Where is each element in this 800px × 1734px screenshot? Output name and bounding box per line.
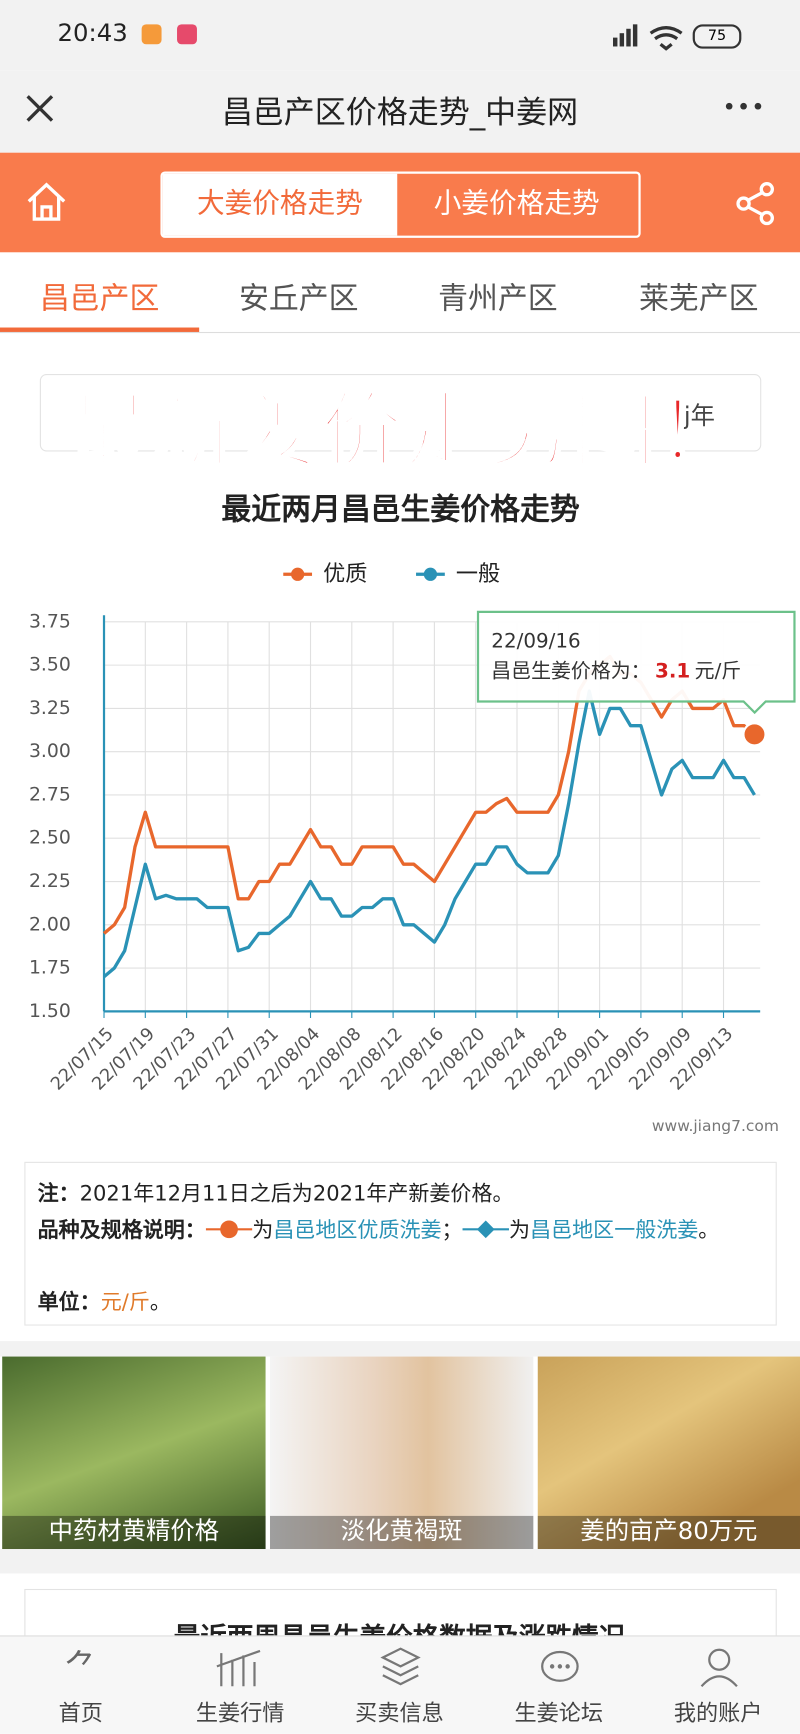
note-text: 昌邑地区优质洗姜 [273, 1218, 442, 1243]
footer-tab[interactable]: 生姜论坛 [514, 1699, 604, 1727]
y-tick-label: 2.25 [29, 871, 71, 892]
chart-title: 最近两月昌邑生姜价格走势 [221, 493, 579, 528]
tooltip-box [476, 610, 796, 715]
footer-tab[interactable]: 买卖信息 [355, 1699, 444, 1727]
note-text: 元/斤 [100, 1290, 150, 1315]
note-label: 品种及规格说明： [37, 1218, 206, 1243]
y-tick-label: 2.50 [29, 828, 71, 849]
nav-bar [0, 70, 800, 153]
tooltip-value: 3.1 [655, 659, 690, 682]
series-line [102, 689, 756, 978]
legend-label: 一般 [456, 561, 500, 587]
region-tab[interactable]: 青州产区 [438, 282, 558, 317]
tooltip-prefix: 昌邑生姜价格为： [491, 659, 650, 682]
app-icon [177, 24, 197, 45]
legend-marker [291, 567, 305, 581]
y-tick-label: 3.75 [29, 611, 71, 632]
note-text: 为 [252, 1218, 274, 1243]
note-text: 。 [149, 1290, 171, 1315]
note-line: 单位：元/斤。 [38, 1286, 171, 1316]
footer-tab[interactable]: 我的账户 [673, 1699, 763, 1727]
date-selector[interactable] [39, 373, 762, 452]
y-tick-label: 3.00 [29, 741, 71, 762]
toggle [160, 171, 641, 238]
legend-sample [462, 1220, 510, 1239]
region-tabs [0, 252, 800, 334]
legend-label: 优质 [323, 561, 367, 587]
home-button[interactable] [24, 179, 68, 223]
home-icon: ⺈ [64, 1647, 97, 1686]
note-line: 注：2021年12月11日之后为2021年产新姜价格。 [38, 1177, 514, 1207]
tooltip-unit: 元/斤 [695, 659, 742, 682]
tile-caption: 姜的亩产80万元 [537, 1515, 800, 1550]
region-tab[interactable]: 莱芜产区 [639, 282, 759, 317]
ad-tile[interactable] [269, 1356, 534, 1550]
more-button[interactable] [724, 100, 764, 113]
clock: 20:43 [57, 19, 128, 48]
tab-indicator [0, 327, 200, 332]
ad-tile[interactable] [2, 1356, 266, 1550]
region-tab[interactable]: 昌邑产区 [39, 282, 160, 317]
overlay-caption: 最新姜价走势图！ [67, 382, 742, 480]
share-button[interactable] [736, 181, 776, 226]
notes-box [24, 1161, 777, 1326]
note-text: ； [441, 1218, 463, 1243]
toggle-active[interactable]: 大姜价格走势 [162, 173, 398, 236]
note-text: 为 [509, 1218, 531, 1243]
region-tab[interactable]: 安丘产区 [239, 282, 359, 317]
signal-icons [613, 24, 683, 51]
footer-icons: ⺈ [64, 1647, 738, 1688]
footer-tab[interactable]: 首页 [58, 1699, 103, 1727]
ad-tile[interactable] [537, 1356, 800, 1550]
note-label: 注： [37, 1181, 80, 1207]
y-tick-label: 2.00 [29, 914, 71, 935]
tile-caption: 中药材黄精价格 [2, 1515, 266, 1550]
highlight-point [742, 722, 767, 747]
y-tick-label: 2.75 [29, 784, 71, 805]
tile-caption: 淡化黄褐斑 [269, 1515, 534, 1550]
close-button[interactable] [24, 93, 55, 124]
y-tick-label: 1.75 [29, 958, 71, 979]
y-tick-label: 3.50 [29, 655, 71, 676]
battery: 75 [692, 24, 742, 49]
footer-tab[interactable]: 生姜行情 [195, 1699, 285, 1727]
page-title: 昌邑产区价格走势_中姜网 [221, 94, 579, 131]
note-text: 2021年12月11日之后为2021年产新姜价格。 [79, 1181, 514, 1207]
note-text: 。 [698, 1218, 720, 1243]
note-label: 单位： [37, 1290, 101, 1315]
divider [0, 1341, 800, 1357]
toggle-inactive[interactable]: 小姜价格走势 [433, 186, 600, 220]
legend-sample [205, 1220, 253, 1239]
divider [0, 1549, 800, 1574]
note-text: 昌邑地区一般洗姜 [530, 1218, 699, 1243]
app-icon [141, 24, 162, 45]
y-tick-label: 1.50 [29, 1001, 71, 1022]
legend-marker [423, 567, 438, 581]
chart: 最近两月昌邑生姜价格走势 优质 一般 1.50 1.75 2.00 2.25 2.50 2.7… [29, 493, 796, 1135]
watermark: www.jiang7.com [652, 1117, 779, 1135]
tooltip-text: 昌邑生姜价格为： 3.1 元/斤 [491, 659, 741, 682]
tooltip-date: 22/09/16 [491, 629, 580, 652]
selector-text: j年 [683, 402, 715, 431]
note-line: 品种及规格说明： 为昌邑地区优质洗姜； 为昌邑地区一般洗姜。 [38, 1213, 768, 1248]
y-tick-label: 3.25 [29, 698, 71, 719]
